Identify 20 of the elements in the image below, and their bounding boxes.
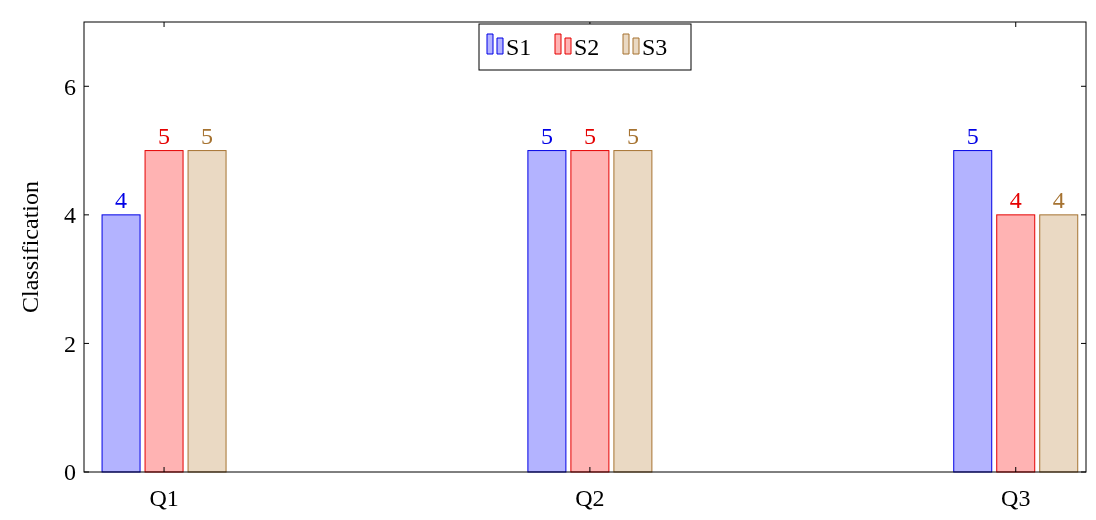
data-label: 5: [966, 122, 979, 149]
legend-label: S1: [506, 34, 532, 61]
x-tick-label: Q1: [149, 485, 179, 511]
y-tick-label: 2: [64, 330, 76, 357]
data-label: 5: [626, 122, 639, 149]
data-label: 5: [201, 122, 214, 149]
data-label: 4: [1052, 186, 1065, 213]
x-tick-label: Q2: [575, 485, 605, 511]
data-label: 4: [115, 186, 128, 213]
y-tick-label: 4: [64, 202, 76, 229]
data-label: 5: [583, 122, 596, 149]
y-axis-title: Classification: [17, 181, 43, 313]
x-tick-label: Q3: [1001, 485, 1031, 511]
data-label: 5: [158, 122, 171, 149]
data-label: 4: [1009, 186, 1022, 213]
legend-label: S3: [642, 34, 668, 61]
y-tick-label: 0: [64, 459, 76, 486]
legend-label: S2: [574, 34, 600, 61]
y-tick-label: 6: [64, 73, 76, 100]
data-label: 5: [540, 122, 553, 149]
